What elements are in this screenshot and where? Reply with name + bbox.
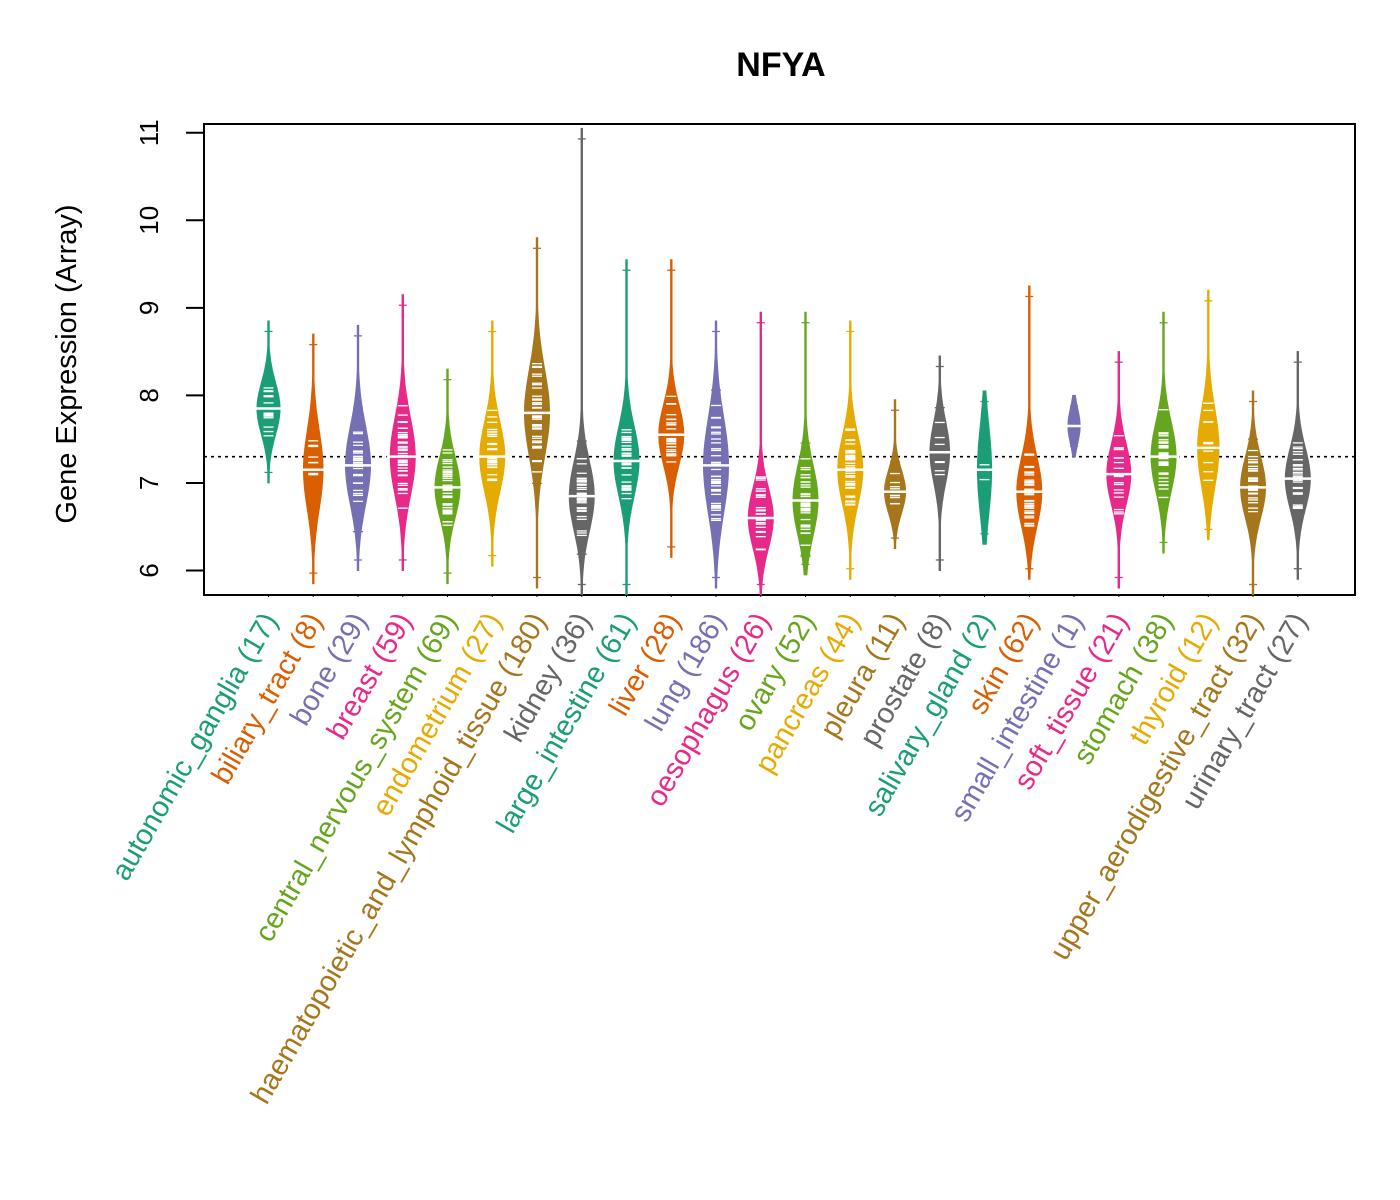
bean-urinary_tract: [1281, 351, 1314, 597]
bean-central_nervous_system: [431, 368, 464, 597]
bean-body: [303, 333, 324, 585]
bean-body: [929, 355, 951, 571]
chart-title: NFYA: [736, 46, 825, 84]
beans-layer: [252, 127, 1314, 597]
bean-body: [256, 320, 281, 484]
bean-body: [883, 399, 906, 550]
bean-kidney: [565, 127, 598, 597]
y-axis-label: Gene Expression (Array): [51, 204, 83, 523]
bean-stomach: [1147, 311, 1180, 597]
bean-pancreas: [834, 320, 867, 597]
bean-lung: [700, 320, 733, 597]
bean-skin: [1013, 285, 1046, 597]
y-tick-label: 10: [134, 206, 164, 235]
y-tick-label: 6: [134, 563, 164, 577]
y-tick-label: 8: [134, 388, 164, 402]
bean-soft_tissue: [1102, 351, 1135, 597]
y-axis: 6 7 8 9 10 11: [134, 119, 204, 578]
y-tick-label: 7: [134, 476, 164, 490]
bean-autonomic_ganglia: [252, 320, 285, 597]
bean-body: [568, 127, 595, 596]
bean-small_intestine: [1058, 394, 1091, 597]
bean-body: [1016, 285, 1043, 580]
category-labels: autonomic_ganglia (17)biliary_tract (8)b…: [105, 608, 1314, 1110]
bean-bone: [342, 324, 375, 597]
bean-prostate: [923, 355, 956, 597]
bean-thyroid: [1192, 289, 1225, 597]
bean-body: [747, 311, 774, 596]
bean-body: [703, 320, 729, 589]
bean-salivary_gland: [968, 390, 1001, 597]
bean-body: [658, 259, 685, 558]
y-tick-label: 11: [134, 119, 164, 146]
y-tick-label: 9: [134, 301, 164, 315]
bean-body: [613, 259, 640, 596]
bean-body: [1106, 351, 1132, 589]
bean-body: [345, 324, 371, 571]
bean-ovary: [789, 311, 822, 597]
bean-endometrium: [476, 320, 509, 597]
bean-breast: [386, 294, 419, 597]
bean-upper_aerodigestive_tract: [1237, 390, 1270, 597]
bean-body: [1197, 289, 1220, 541]
bean-body: [976, 390, 993, 545]
bean-large_intestine: [610, 259, 643, 597]
plot-frame: [203, 123, 1356, 596]
bean-oesophagus: [744, 311, 777, 597]
bean-pleura: [879, 399, 912, 597]
bean-liver: [655, 259, 688, 597]
bean-biliary_tract: [297, 333, 330, 597]
bean-haematopoietic_and_lymphoid_tissue: [521, 237, 554, 597]
